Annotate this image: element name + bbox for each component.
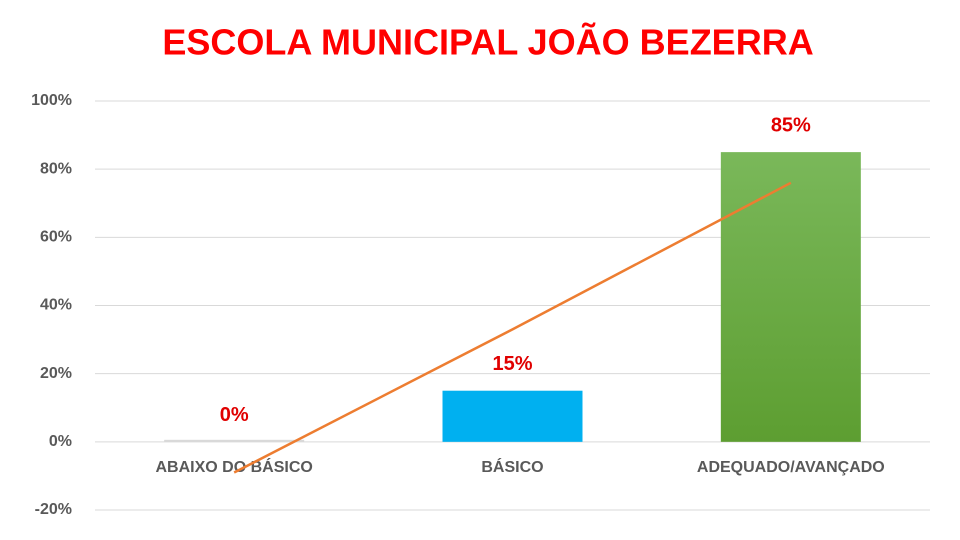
trendline: [233, 181, 792, 474]
y-tick-label: 40%: [40, 297, 72, 314]
y-tick-label: 100%: [31, 92, 72, 109]
y-tick-label: -20%: [35, 501, 72, 518]
y-tick-label: 60%: [40, 229, 72, 246]
value-label: 0%: [220, 404, 249, 426]
value-label: 85%: [771, 114, 811, 136]
chart-title: ESCOLA MUNICIPAL JOÃO BEZERRA: [162, 21, 813, 63]
x-tick-label: ABAIXO DO BÁSICO: [155, 457, 312, 476]
x-tick-label: BÁSICO: [481, 457, 543, 476]
bar: [442, 390, 583, 442]
y-tick-label: 20%: [40, 365, 72, 382]
value-label: 15%: [492, 353, 532, 375]
y-tick-label: 0%: [49, 433, 72, 450]
x-tick-label: ADEQUADO/AVANÇADO: [697, 459, 885, 476]
bar: [164, 439, 305, 442]
bar: [720, 152, 861, 442]
y-tick-label: 80%: [40, 160, 72, 177]
